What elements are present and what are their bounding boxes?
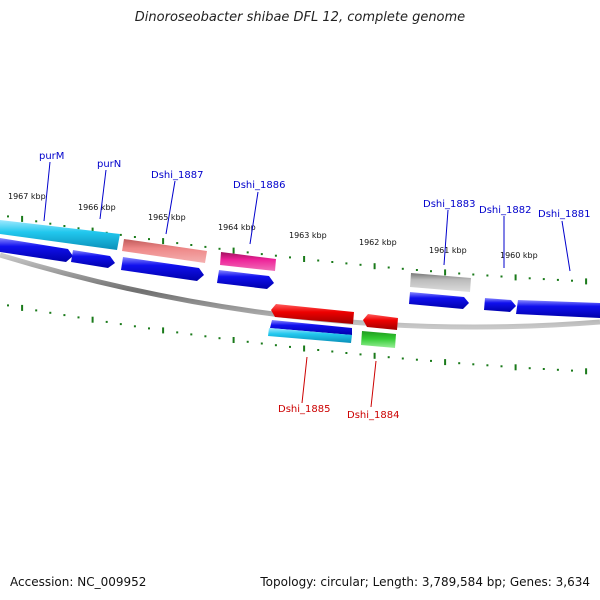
gene-label-dshi1883[interactable]: Dshi_1883 [423,199,475,210]
scale-label-1964: 1964 kbp [218,223,256,232]
gene-dshi1885-feature[interactable] [271,304,354,324]
gene-label-purM[interactable]: purM [39,151,64,162]
cds-arrow-1[interactable] [0,238,73,262]
gene-dshi1883-feature[interactable] [410,273,471,292]
leader-dshi1881 [561,220,571,272]
scale-label-1965: 1965 kbp [148,213,186,222]
gene-purM-feature[interactable] [0,220,120,250]
leader-purN [99,169,107,220]
leader-dshi1887 [165,180,176,235]
page-title: Dinoroseobacter shibae DFL 12, complete … [134,10,466,25]
gene-label-dshi1886[interactable]: Dshi_1886 [233,180,285,191]
gene-label-dshi1881[interactable]: Dshi_1881 [538,209,590,220]
topology-text: Topology: circular; Length: 3,789,584 bp… [260,575,590,589]
gene-label-purN[interactable]: purN [97,159,121,170]
leader-dshi1885 [301,356,308,404]
leader-dshi1886 [249,191,259,245]
leader-purM [43,161,51,222]
leader-dshi1884 [370,360,377,408]
cds-arrow-6[interactable] [484,298,516,312]
scale-label-1961: 1961 kbp [429,246,467,255]
scale-label-1962: 1962 kbp [359,238,397,247]
scale-label-1966: 1966 kbp [78,203,116,212]
scale-ticks-outer [7,215,588,285]
gene-label-dshi1885[interactable]: Dshi_1885 [278,404,330,415]
gene-dshi1884-feature[interactable] [363,314,398,330]
cds-arrow-4[interactable] [217,270,274,289]
cds-arrow-2[interactable] [71,250,115,268]
scale-ticks-inner [7,304,588,375]
gene-dshi1886-feature[interactable] [220,252,276,271]
cds-arrow-7[interactable] [516,300,600,318]
gene-dshi1884-green-feature[interactable] [361,331,396,348]
gene-dshi1887-feature[interactable] [122,239,207,263]
leader-dshi1883 [443,209,449,266]
gene-dshi1885-cyan-feature[interactable] [268,328,352,343]
cds-reverse-arrow-1[interactable] [270,320,352,335]
gene-label-dshi1887[interactable]: Dshi_1887 [151,170,203,181]
scale-label-1960: 1960 kbp [500,251,538,260]
scale-label-1967: 1967 kbp [8,192,46,201]
gene-label-dshi1884[interactable]: Dshi_1884 [347,410,399,421]
gene-label-dshi1882[interactable]: Dshi_1882 [479,205,531,216]
scale-label-1963: 1963 kbp [289,231,327,240]
cds-arrow-5[interactable] [409,292,469,309]
accession-text: Accession: NC_009952 [10,575,147,589]
cds-arrow-3[interactable] [121,257,204,281]
